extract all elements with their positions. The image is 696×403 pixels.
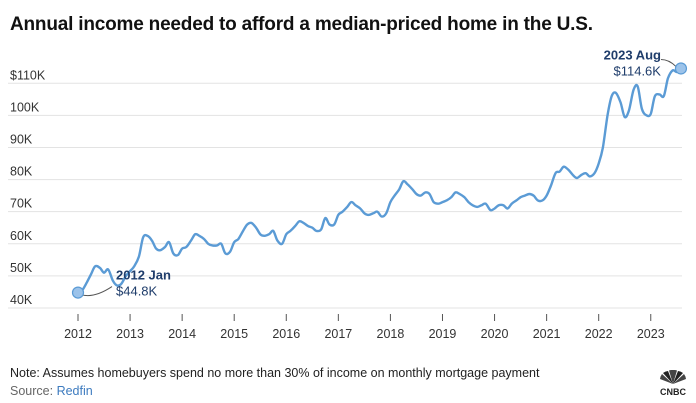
x-tick-label: 2019 bbox=[429, 327, 457, 341]
y-tick-label: $110K bbox=[10, 68, 46, 82]
y-tick-label: 90K bbox=[10, 132, 33, 146]
annotation-leader bbox=[80, 286, 113, 297]
source-line: Source: Redfin bbox=[10, 384, 93, 398]
annotation-point bbox=[71, 286, 85, 299]
annotation-date: 2012 Jan bbox=[116, 268, 171, 283]
annotation-point bbox=[674, 62, 688, 75]
x-tick-label: 2015 bbox=[220, 327, 248, 341]
peacock-icon bbox=[660, 369, 686, 384]
y-tick-label: 50K bbox=[10, 261, 33, 275]
chart-title: Annual income needed to afford a median-… bbox=[10, 14, 593, 35]
annotation-date: 2023 Aug bbox=[604, 47, 661, 62]
source-prefix: Source: bbox=[10, 384, 57, 398]
cnbc-logo: CNBC bbox=[654, 369, 692, 403]
x-tick-label: 2012 bbox=[64, 327, 92, 341]
source-name: Redfin bbox=[56, 384, 93, 398]
y-tick-label: 100K bbox=[10, 100, 40, 114]
annotation-value: $114.6K bbox=[613, 63, 661, 78]
gridlines bbox=[8, 82, 682, 309]
series-line bbox=[76, 67, 683, 294]
line-chart: 40K 50K 60K 70K 80K 90K 100K $110K 2012 2013 2014… bbox=[8, 47, 688, 341]
x-tick-label: 2014 bbox=[168, 327, 196, 341]
y-tick-label: 80K bbox=[10, 165, 33, 179]
y-tick-label: 60K bbox=[10, 229, 33, 243]
x-axis-ticks: 2012 2013 2014 2015 2016 2017 2018 2019 2020 2021… bbox=[64, 314, 665, 341]
annotations-layer: 2012 Jan$44.8K 2023 Aug$114.6K bbox=[71, 47, 688, 299]
x-tick-label: 2022 bbox=[585, 327, 613, 341]
footnote: Note: Assumes homebuyers spend no more t… bbox=[10, 366, 540, 380]
x-tick-label: 2023 bbox=[637, 327, 665, 341]
y-tick-label: 70K bbox=[10, 197, 33, 211]
y-tick-label: 40K bbox=[10, 293, 33, 307]
x-tick-label: 2016 bbox=[272, 327, 300, 341]
x-tick-label: 2021 bbox=[533, 327, 561, 341]
series-layer bbox=[76, 67, 683, 294]
annotation-leader bbox=[660, 58, 677, 67]
x-tick-label: 2018 bbox=[377, 327, 405, 341]
x-tick-label: 2013 bbox=[116, 327, 144, 341]
y-axis-ticks: 40K 50K 60K 70K 80K 90K 100K $110K bbox=[10, 68, 46, 307]
x-tick-label: 2020 bbox=[481, 327, 509, 341]
x-tick-label: 2017 bbox=[324, 327, 352, 341]
logo-text: CNBC bbox=[660, 387, 686, 397]
annotation-value: $44.8K bbox=[116, 284, 158, 299]
